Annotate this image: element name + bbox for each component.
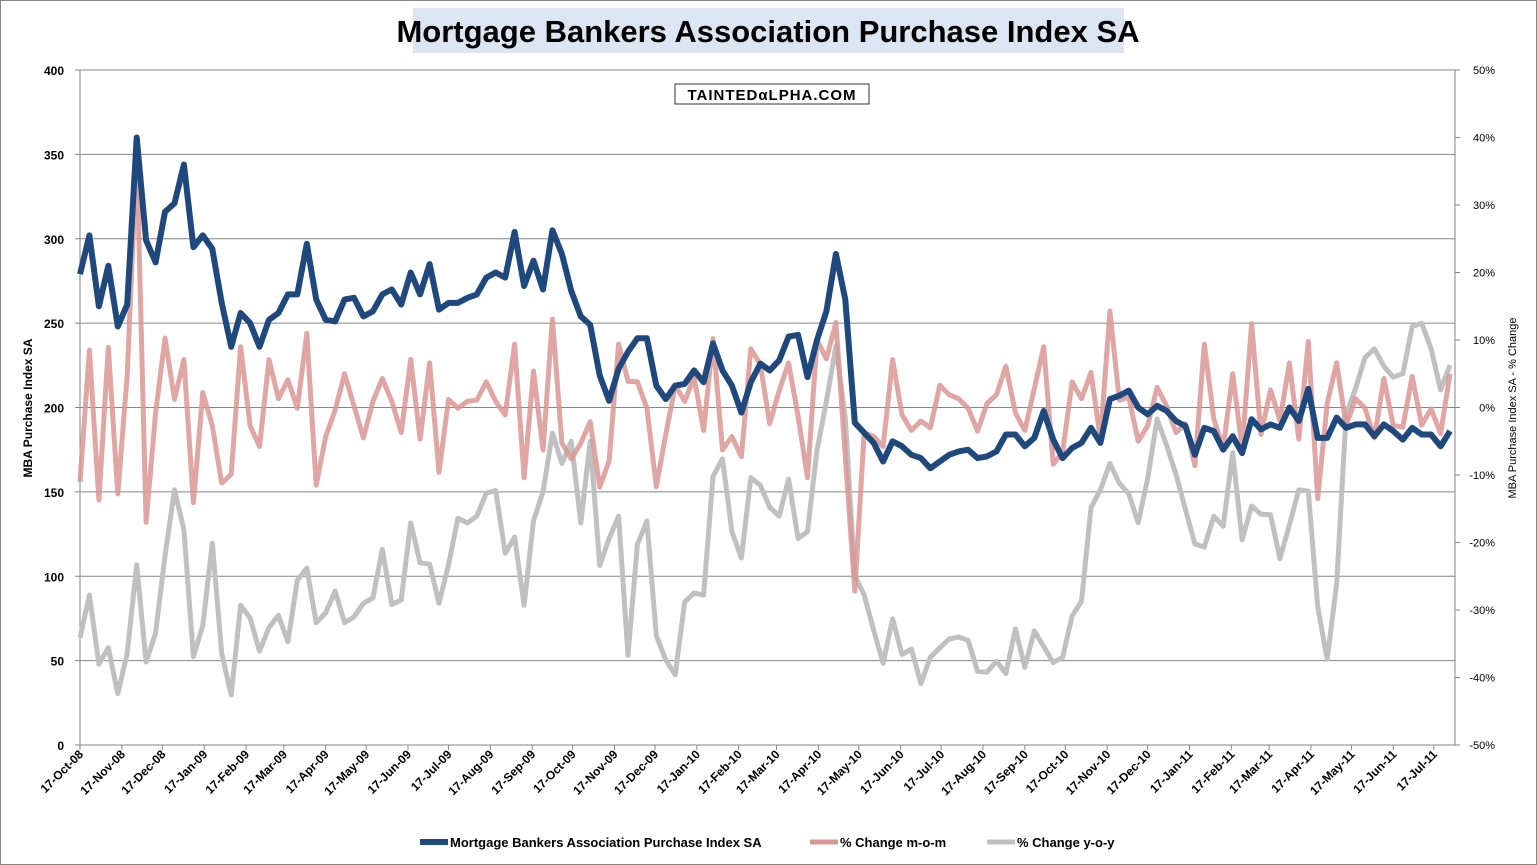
y-tick-label: 250 [44,317,64,331]
series-line-yoy [77,320,1453,698]
y-tick-label: 350 [44,148,64,162]
y2-tick-label: 30% [1473,200,1495,212]
y-tick-label: 300 [44,233,64,247]
series-line-index [77,134,1453,472]
y-tick-label: 100 [44,570,64,584]
legend: Mortgage Bankers Association Purchase In… [420,835,1115,850]
y2-tick-label: 40% [1473,133,1495,145]
legend-item: Mortgage Bankers Association Purchase In… [420,835,762,850]
y-tick-label: 150 [44,486,64,500]
y-tick-label: 200 [44,402,64,416]
watermark: TAINTEDαLPHA.COM [674,83,870,105]
watermark-text: TAINTEDαLPHA.COM [687,87,856,104]
legend-item: % Change y-o-y [987,835,1115,850]
y-tick-label: 50 [51,655,65,669]
legend-label: % Change y-o-y [1017,835,1115,850]
y2-tick-label: 20% [1473,268,1495,280]
y2-tick-label: -20% [1469,538,1495,550]
series-lines [77,134,1453,698]
title-box [413,8,1124,53]
y2-tick-label: 50% [1473,65,1495,77]
y2-tick-label: 0% [1479,403,1495,415]
y2-axis-label: MBA Purchase Index SA - % Change [1507,318,1519,499]
y2-tick-label: 10% [1473,335,1495,347]
y-tick-label: 0 [57,739,64,753]
legend-label: Mortgage Bankers Association Purchase In… [450,835,762,850]
y2-tick-label: -30% [1469,605,1495,617]
y2-tick-label: -50% [1469,740,1495,752]
y2-tick-label: -10% [1469,470,1495,482]
y-axis-label: MBA Purchase Index SA [21,338,35,477]
y2-tick-label: -40% [1469,673,1495,685]
chart-title: Mortgage Bankers Association Purchase In… [396,14,1139,49]
legend-item: % Change m-o-m [810,835,946,850]
legend-label: % Change m-o-m [840,835,946,850]
y-tick-label: 400 [44,64,64,78]
